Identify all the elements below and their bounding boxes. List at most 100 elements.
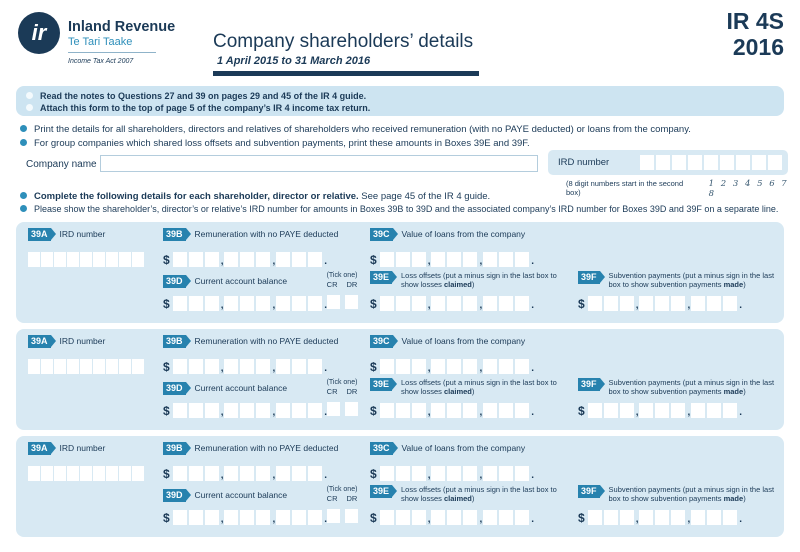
amount-digit-box[interactable] (256, 252, 271, 267)
company-ird-digit-box[interactable] (736, 155, 750, 170)
shareholder-ird-digit-box[interactable] (93, 252, 105, 267)
shareholder-ird-digit-box[interactable] (106, 466, 118, 481)
amount-digit-box[interactable] (723, 296, 738, 311)
amount-digit-box[interactable] (639, 403, 654, 418)
amount-digit-box[interactable] (188, 296, 203, 311)
amount-digit-box[interactable] (395, 359, 410, 374)
amount-digit-box[interactable] (499, 466, 514, 481)
shareholder-ird-digit-box[interactable] (119, 359, 131, 374)
amount-digit-box[interactable] (172, 252, 187, 267)
amount-digit-box[interactable] (463, 359, 478, 374)
amount-digit-box[interactable] (379, 466, 394, 481)
amount-digit-box[interactable] (499, 296, 514, 311)
shareholder-ird-digit-box[interactable] (80, 252, 92, 267)
amount-digit-box[interactable] (587, 296, 602, 311)
dr-tick-box[interactable] (344, 402, 358, 416)
amount-digit-box[interactable] (515, 510, 530, 525)
amount-digit-box[interactable] (619, 510, 634, 525)
amount-digit-box[interactable] (483, 403, 498, 418)
shareholder-ird-digit-box[interactable] (119, 466, 131, 481)
amount-digit-box[interactable] (411, 466, 426, 481)
amount-digit-box[interactable] (447, 252, 462, 267)
amount-digit-box[interactable] (463, 296, 478, 311)
amount-digit-box[interactable] (240, 403, 255, 418)
amount-digit-box[interactable] (292, 252, 307, 267)
amount-digit-box[interactable] (240, 466, 255, 481)
amount-digit-box[interactable] (292, 466, 307, 481)
amount-digit-box[interactable] (723, 403, 738, 418)
shareholder-ird-digit-box[interactable] (28, 359, 40, 374)
amount-digit-box[interactable] (411, 296, 426, 311)
amount-digit-box[interactable] (431, 252, 446, 267)
amount-digit-box[interactable] (499, 252, 514, 267)
amount-digit-box[interactable] (276, 510, 291, 525)
company-ird-digit-box[interactable] (688, 155, 702, 170)
amount-digit-box[interactable] (639, 510, 654, 525)
amount-digit-box[interactable] (204, 359, 219, 374)
amount-digit-box[interactable] (483, 359, 498, 374)
amount-digit-box[interactable] (395, 296, 410, 311)
amount-digit-box[interactable] (204, 296, 219, 311)
amount-digit-box[interactable] (447, 510, 462, 525)
amount-digit-box[interactable] (276, 359, 291, 374)
amount-digit-box[interactable] (379, 359, 394, 374)
amount-digit-box[interactable] (515, 403, 530, 418)
shareholder-ird-digit-box[interactable] (41, 359, 53, 374)
shareholder-ird-digit-box[interactable] (28, 466, 40, 481)
shareholder-ird-digit-box[interactable] (106, 359, 118, 374)
company-ird-digit-box[interactable] (704, 155, 718, 170)
amount-digit-box[interactable] (603, 510, 618, 525)
amount-digit-box[interactable] (515, 359, 530, 374)
dr-tick-box[interactable] (344, 509, 358, 523)
amount-digit-box[interactable] (499, 403, 514, 418)
amount-digit-box[interactable] (707, 403, 722, 418)
amount-digit-box[interactable] (707, 296, 722, 311)
amount-digit-box[interactable] (188, 359, 203, 374)
amount-digit-box[interactable] (587, 510, 602, 525)
amount-digit-box[interactable] (256, 403, 271, 418)
amount-digit-box[interactable] (463, 252, 478, 267)
amount-digit-box[interactable] (483, 252, 498, 267)
amount-digit-box[interactable] (431, 296, 446, 311)
shareholder-ird-digit-box[interactable] (67, 252, 79, 267)
amount-digit-box[interactable] (655, 296, 670, 311)
amount-digit-box[interactable] (483, 466, 498, 481)
amount-digit-box[interactable] (671, 510, 686, 525)
amount-digit-box[interactable] (431, 510, 446, 525)
shareholder-ird-digit-box[interactable] (54, 359, 66, 374)
amount-digit-box[interactable] (655, 510, 670, 525)
amount-digit-box[interactable] (204, 466, 219, 481)
company-ird-digit-box[interactable] (656, 155, 670, 170)
amount-digit-box[interactable] (224, 510, 239, 525)
amount-digit-box[interactable] (256, 466, 271, 481)
amount-digit-box[interactable] (707, 510, 722, 525)
company-ird-digit-box[interactable] (640, 155, 654, 170)
amount-digit-box[interactable] (204, 510, 219, 525)
amount-digit-box[interactable] (411, 510, 426, 525)
amount-digit-box[interactable] (224, 403, 239, 418)
amount-digit-box[interactable] (188, 252, 203, 267)
amount-digit-box[interactable] (515, 252, 530, 267)
shareholder-ird-digit-box[interactable] (93, 466, 105, 481)
amount-digit-box[interactable] (671, 296, 686, 311)
amount-digit-box[interactable] (671, 403, 686, 418)
company-ird-digit-box[interactable] (720, 155, 734, 170)
amount-digit-box[interactable] (188, 466, 203, 481)
company-name-input[interactable] (100, 155, 538, 172)
company-ird-digit-box[interactable] (752, 155, 766, 170)
amount-digit-box[interactable] (431, 466, 446, 481)
amount-digit-box[interactable] (172, 359, 187, 374)
shareholder-ird-digit-box[interactable] (41, 466, 53, 481)
shareholder-ird-digit-box[interactable] (54, 466, 66, 481)
amount-digit-box[interactable] (639, 296, 654, 311)
shareholder-ird-digit-box[interactable] (80, 466, 92, 481)
amount-digit-box[interactable] (379, 296, 394, 311)
amount-digit-box[interactable] (691, 296, 706, 311)
amount-digit-box[interactable] (447, 296, 462, 311)
shareholder-ird-digit-box[interactable] (67, 359, 79, 374)
amount-digit-box[interactable] (395, 403, 410, 418)
amount-digit-box[interactable] (276, 466, 291, 481)
amount-digit-box[interactable] (463, 403, 478, 418)
amount-digit-box[interactable] (483, 296, 498, 311)
amount-digit-box[interactable] (172, 466, 187, 481)
